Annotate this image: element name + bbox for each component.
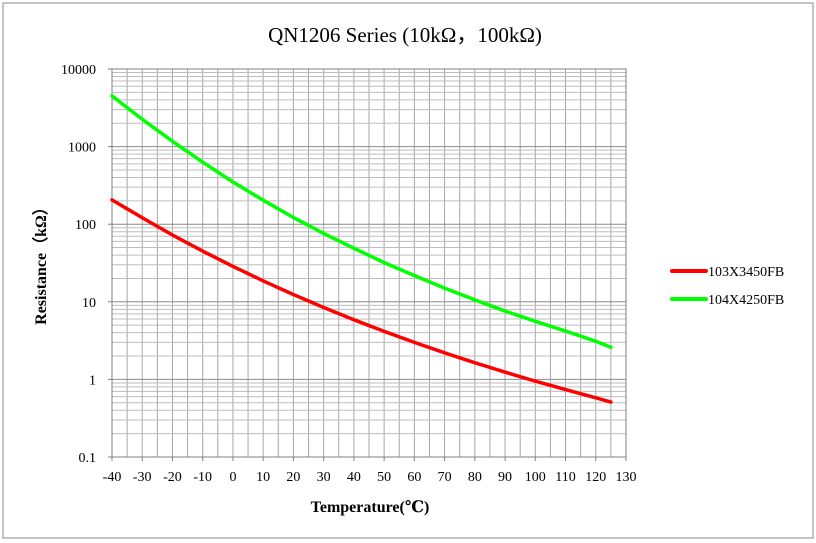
x-axis-label: Temperature(℃) (311, 499, 430, 516)
x-tick-label: 10 (256, 470, 270, 485)
x-tick-label: 110 (555, 470, 575, 485)
series-line-1 (110, 198, 613, 404)
x-tick-label: 0 (229, 470, 236, 485)
y-axis-label: Resistance（kΩ） (32, 199, 50, 325)
x-tick-label: 60 (407, 470, 421, 485)
x-tick-label: -30 (133, 470, 152, 485)
x-tick-label: 70 (438, 470, 452, 485)
plot-area (111, 68, 627, 458)
x-tick-label: -20 (163, 470, 182, 485)
x-tick-label: 80 (468, 470, 482, 485)
y-tick-label: 1 (89, 373, 96, 388)
y-tick-label: 1000 (68, 141, 96, 156)
y-tick-label: 100 (75, 218, 96, 233)
x-tick-label: 50 (377, 470, 391, 485)
x-tick-label: 30 (317, 470, 331, 485)
x-tick-label: -10 (193, 470, 212, 485)
x-tick-label: 120 (585, 470, 606, 485)
x-tick-label: 20 (286, 470, 300, 485)
x-tick-label: 130 (616, 470, 637, 485)
y-tick-label: 10 (82, 296, 96, 311)
x-tick-label: 40 (347, 470, 361, 485)
legend-label: 104X4250FB (708, 293, 784, 308)
series-line-2 (110, 94, 613, 349)
series-lines (110, 94, 613, 404)
chart-title: QN1206 Series (10kΩ，100kΩ) (268, 23, 542, 47)
legend: 103X3450FB 104X4250FB (670, 265, 784, 308)
x-tick-label: 100 (525, 470, 546, 485)
x-tick-label: -40 (103, 470, 122, 485)
legend-label: 103X3450FB (708, 265, 784, 280)
x-tick-label: 90 (498, 470, 512, 485)
y-axis-ticks: 0.1 1 10 100 1000 10000 (61, 63, 112, 466)
y-tick-label: 0.1 (79, 451, 97, 466)
x-axis-ticks: -40 -30 -20 -10 0 10 20 30 40 50 60 70 80 90 100 110 120… (103, 457, 637, 485)
y-tick-label: 10000 (61, 63, 96, 78)
